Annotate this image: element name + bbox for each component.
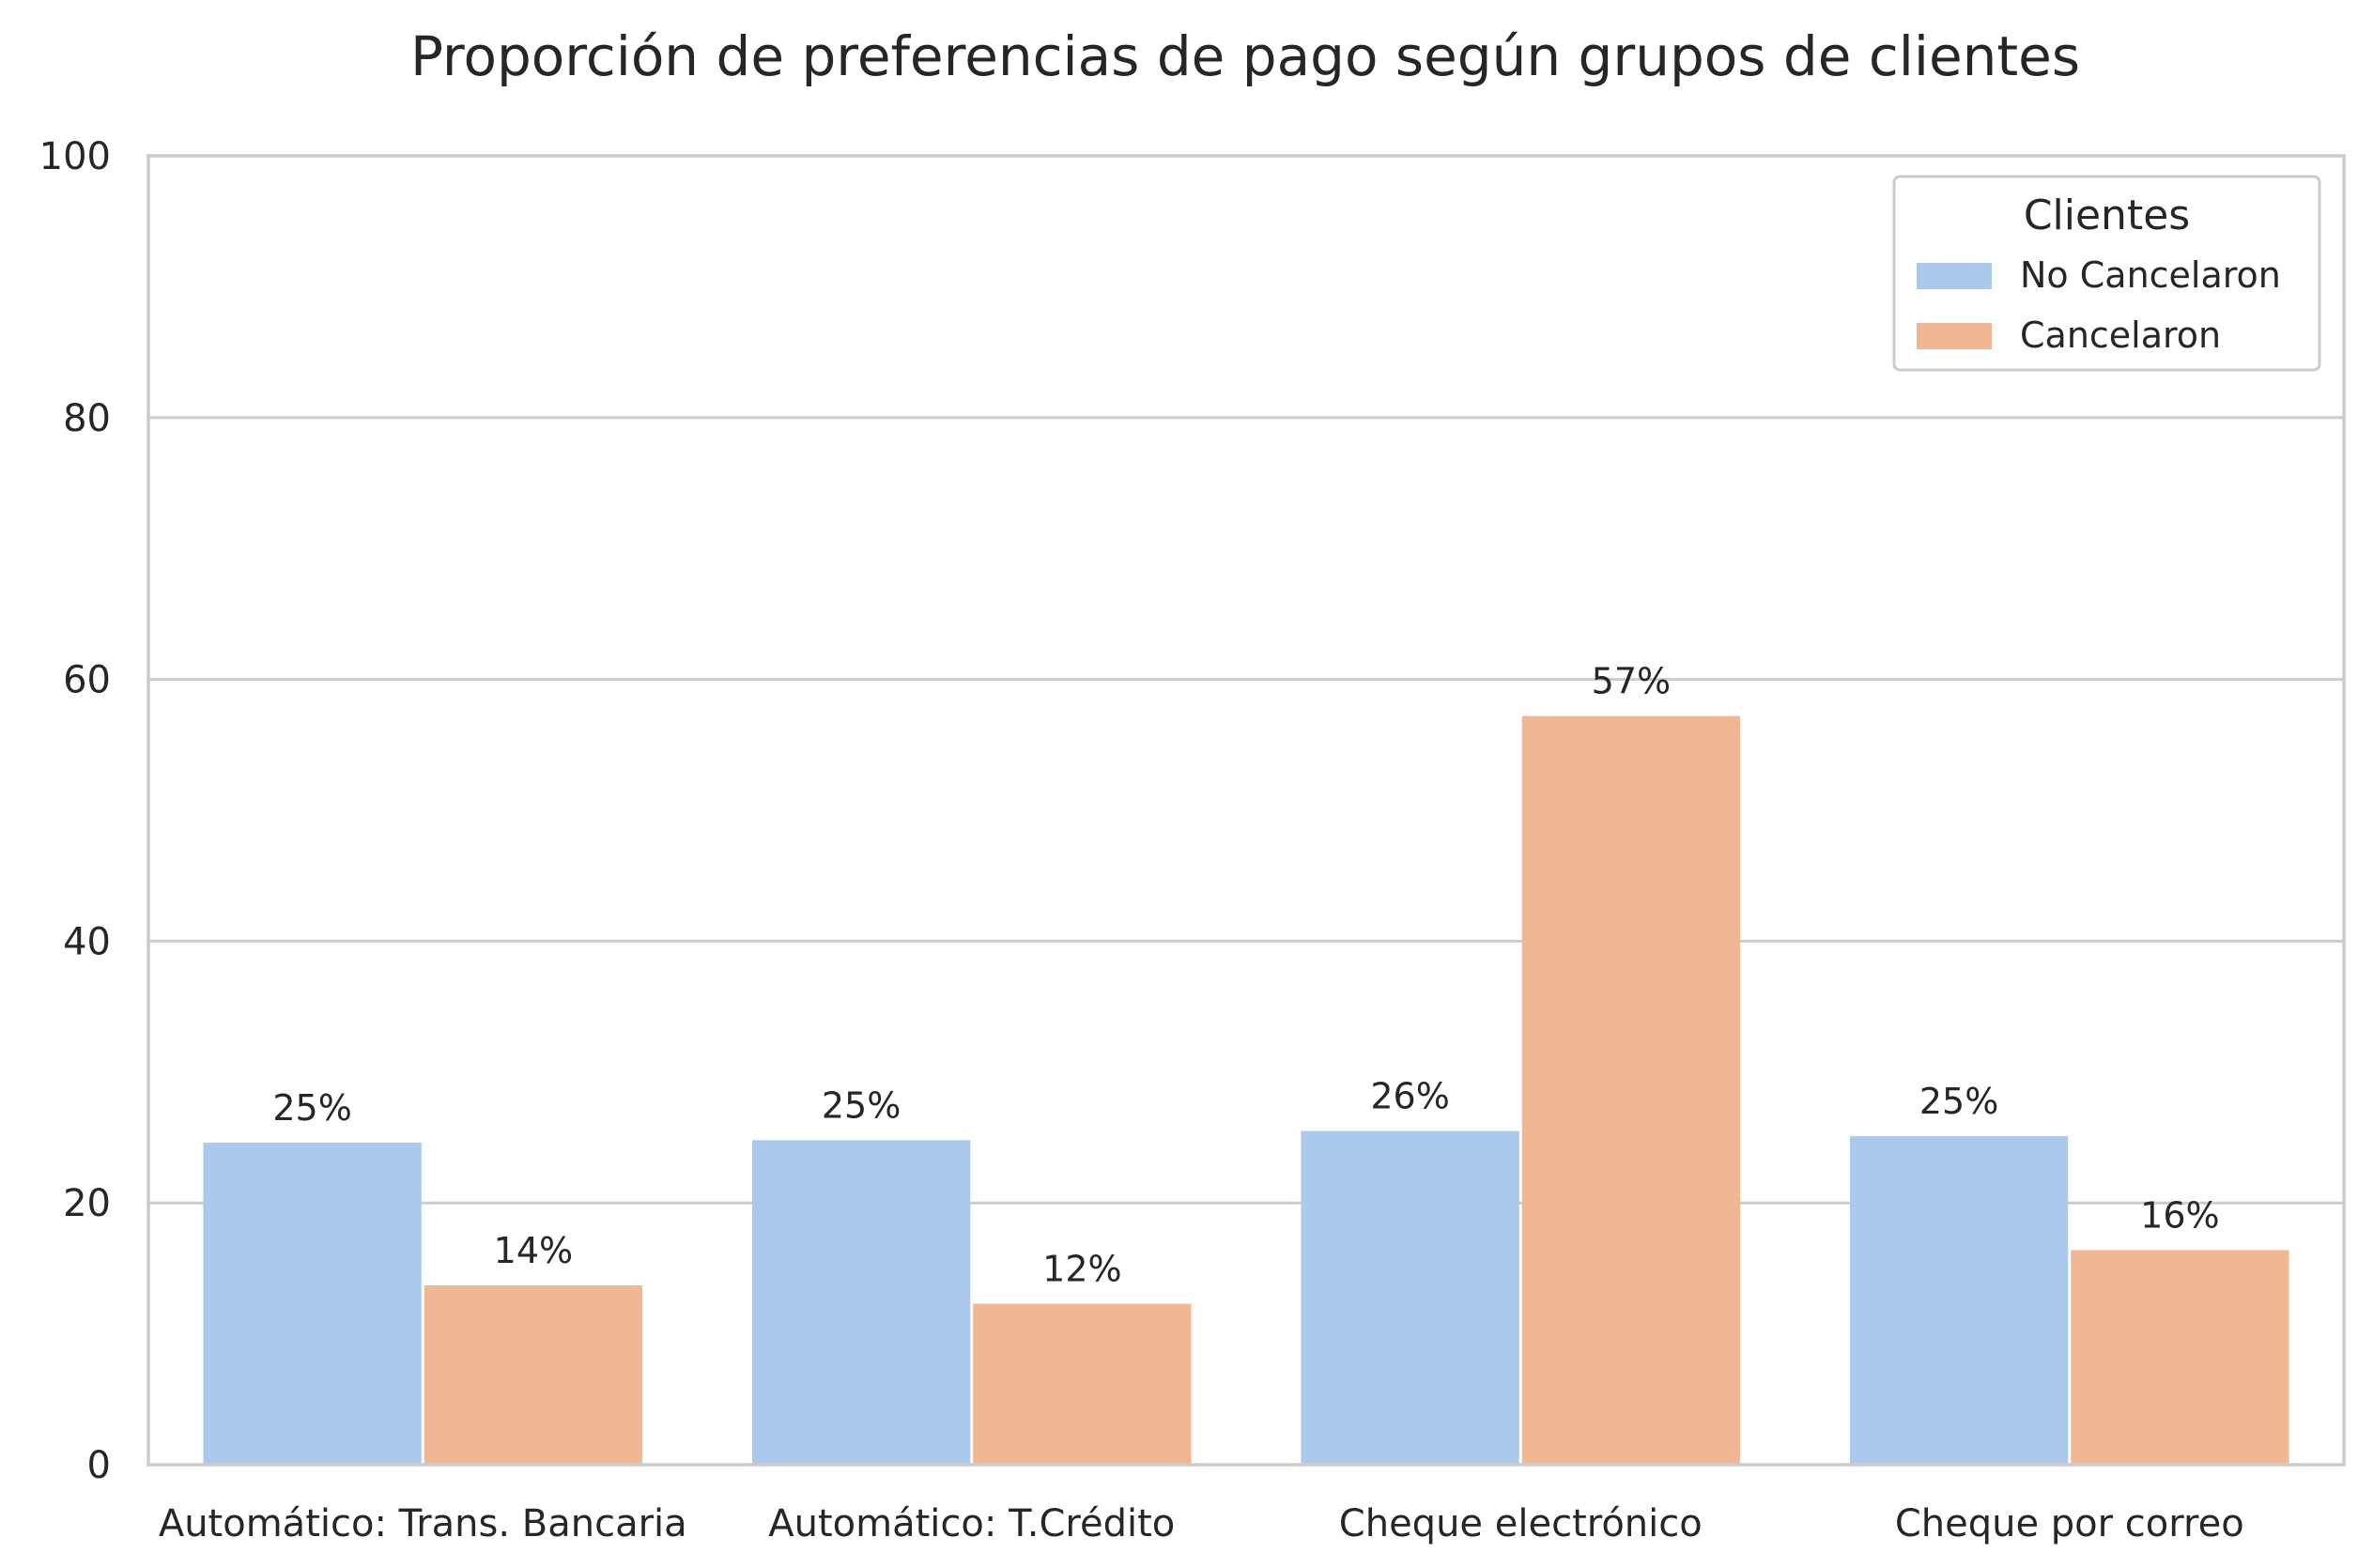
legend-swatch	[1917, 323, 1992, 349]
y-tick-label: 40	[63, 920, 111, 963]
legend-entry-label: No Cancelaron	[2020, 254, 2281, 296]
bar-no-cancelaron	[1301, 1130, 1519, 1465]
bar-data-label: 25%	[822, 1084, 901, 1126]
y-tick-label: 0	[87, 1444, 111, 1487]
legend-entry-label: Cancelaron	[2020, 315, 2221, 356]
plot-frame	[146, 154, 2346, 1467]
legend-swatch	[1917, 263, 1992, 289]
x-category-label: Automático: Trans. Bancaria	[159, 1502, 687, 1545]
bar-no-cancelaron	[751, 1140, 971, 1465]
bar-no-cancelaron	[1849, 1136, 2069, 1465]
bar-data-label: 25%	[272, 1087, 351, 1129]
bar-data-label: 57%	[1592, 661, 1671, 702]
x-category-label: Automático: T.Crédito	[768, 1502, 1175, 1545]
x-category-label: Cheque electrónico	[1339, 1502, 1703, 1545]
bars	[203, 715, 2289, 1465]
legend: Clientes No Cancelaron Cancelaron	[1892, 175, 2321, 372]
bar-data-label: 12%	[1042, 1249, 1121, 1290]
legend-box	[1892, 175, 2321, 372]
bar-data-label: 16%	[2140, 1194, 2219, 1236]
bar-cancelaron	[1521, 715, 1741, 1465]
y-tick-label: 20	[63, 1182, 111, 1225]
chart-title: Proporción de preferencias de pago según…	[410, 24, 2080, 88]
y-tick-label: 60	[63, 659, 111, 702]
bar-data-label: 25%	[1919, 1081, 1998, 1122]
x-category-label: Cheque por correo	[1895, 1502, 2244, 1545]
y-tick-label: 80	[63, 397, 111, 440]
grid-lines	[148, 416, 2344, 1205]
bar-cancelaron	[2071, 1250, 2289, 1465]
bar-no-cancelaron	[203, 1143, 422, 1465]
bar-data-label: 14%	[494, 1230, 573, 1271]
bar-cancelaron	[424, 1285, 643, 1465]
y-tick-label: 100	[39, 135, 111, 178]
bar-data-label: 26%	[1370, 1076, 1449, 1117]
axes: 0 20 40 60 80 100 Automático: Trans. Bancaria A…	[39, 135, 2346, 1545]
bar-cancelaron	[973, 1303, 1192, 1465]
legend-title: Clientes	[2024, 192, 2190, 239]
data-labels: 25% 14% 25% 12% 26% 57% 25% 16%	[272, 661, 2219, 1290]
